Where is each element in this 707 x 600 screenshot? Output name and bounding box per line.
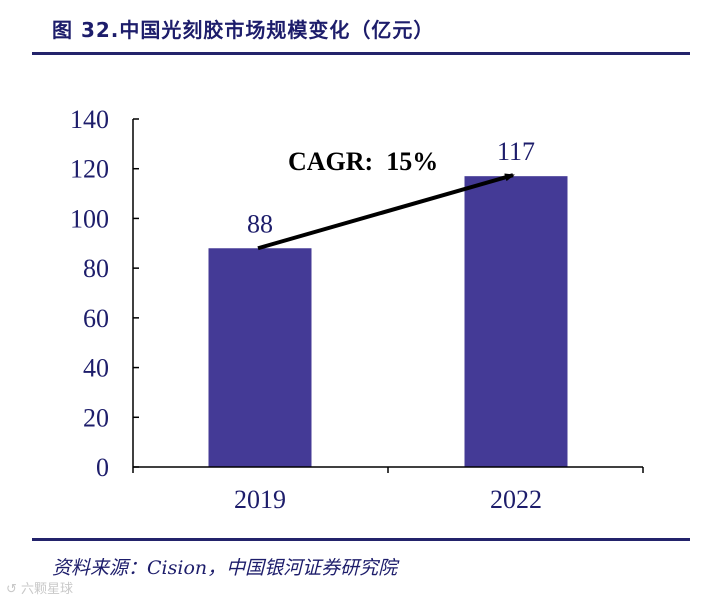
- footer-divider: [32, 538, 690, 541]
- y-tick-label: 20: [83, 403, 109, 432]
- bar-2022: [464, 176, 568, 467]
- y-tick-label: 40: [83, 354, 109, 383]
- y-tick-label: 60: [83, 304, 109, 333]
- y-axis-ticks: 0 20 40 60 80 100 120 140: [70, 105, 139, 482]
- y-tick-label: 0: [96, 453, 109, 482]
- y-tick-label: 80: [83, 254, 109, 283]
- title-divider: [32, 52, 690, 55]
- watermark: ↺ 六颗星球: [6, 582, 74, 597]
- y-tick-label: 120: [70, 155, 109, 184]
- data-label: 117: [497, 137, 535, 166]
- figure-title: 图 32.中国光刻胶市场规模变化（亿元）: [52, 18, 435, 42]
- cagr-arrow: [257, 173, 515, 251]
- y-tick-label: 100: [70, 204, 109, 233]
- source-note: 资料来源：Cision，中国银河证券研究院: [52, 557, 398, 579]
- data-label: 88: [247, 209, 273, 238]
- x-tick-label: 2019: [234, 485, 286, 514]
- bar-2019: [208, 248, 312, 467]
- data-labels: 88 117: [247, 137, 535, 238]
- x-axis-ticks: 2019 2022: [132, 467, 644, 514]
- y-tick-label: 140: [70, 105, 109, 134]
- x-tick-label: 2022: [490, 485, 542, 514]
- bar-series: [208, 176, 568, 467]
- bar-chart: 0 20 40 60 80 100 120 140 2019 2022 88 117 CAGR: …: [70, 105, 644, 514]
- cagr-annotation: CAGR: 15%: [288, 147, 438, 176]
